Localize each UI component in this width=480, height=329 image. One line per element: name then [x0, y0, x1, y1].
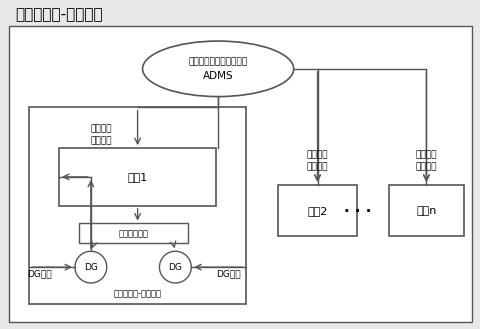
Text: 区域功率
交换目标: 区域功率 交换目标: [90, 124, 111, 145]
Text: 区域1: 区域1: [127, 172, 147, 182]
Text: 区域2: 区域2: [307, 206, 327, 215]
Text: 区域n: 区域n: [415, 206, 436, 215]
Text: 长时间尺度-全局优化: 长时间尺度-全局优化: [15, 7, 103, 22]
Bar: [277, 185, 357, 237]
Bar: [29, 108, 245, 304]
Text: · · ·: · · ·: [343, 204, 370, 219]
Bar: [59, 148, 216, 206]
Text: DG目标: DG目标: [216, 269, 240, 279]
Text: 短时间尺度-区域自治: 短时间尺度-区域自治: [113, 290, 161, 298]
Ellipse shape: [75, 251, 107, 283]
Bar: [388, 185, 463, 237]
Text: 区域功率
交换目标: 区域功率 交换目标: [306, 150, 328, 171]
Text: DG: DG: [168, 263, 182, 272]
Text: DG目标: DG目标: [27, 269, 51, 279]
Text: DG: DG: [84, 263, 97, 272]
Ellipse shape: [159, 251, 191, 283]
Text: 区域功率
交换目标: 区域功率 交换目标: [415, 150, 436, 171]
Text: 主动配电网全局能量管理: 主动配电网全局能量管理: [188, 57, 247, 66]
Text: ADMS: ADMS: [203, 71, 233, 81]
Bar: [79, 223, 188, 243]
Ellipse shape: [142, 41, 293, 97]
Text: 自治控制策略: 自治控制策略: [119, 229, 148, 238]
